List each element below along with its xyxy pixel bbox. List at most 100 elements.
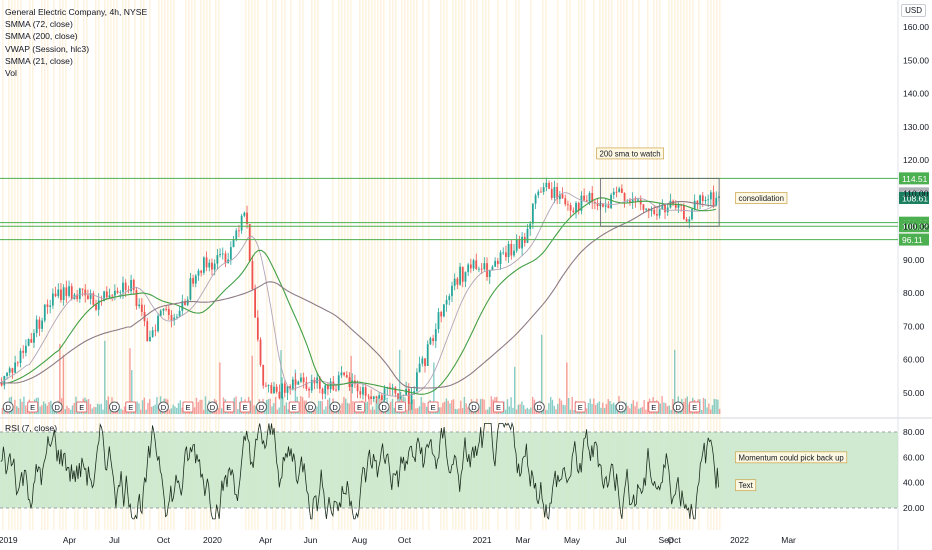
volume-bar xyxy=(571,396,573,414)
earnings-marker: E xyxy=(76,401,88,413)
currency-button[interactable]: USD xyxy=(901,4,926,17)
volume-bar xyxy=(663,402,665,414)
background-stripe xyxy=(47,0,49,530)
legend-smma-21: SMMA (21, close) xyxy=(5,55,73,66)
volume-bar xyxy=(271,406,273,414)
dividend-marker: D xyxy=(108,401,120,413)
candle-body xyxy=(494,260,497,267)
candle-body xyxy=(232,239,235,248)
volume-bar xyxy=(526,407,528,414)
candle-body xyxy=(197,270,200,276)
candle-body xyxy=(108,295,111,298)
candle-body xyxy=(130,279,132,292)
candle-body xyxy=(378,395,381,399)
volume-bar xyxy=(50,400,52,414)
background-stripe xyxy=(605,0,607,530)
candle-body xyxy=(216,255,219,264)
earnings-marker-label: E xyxy=(692,403,697,412)
candle-body xyxy=(25,345,27,353)
volume-bar xyxy=(131,370,133,414)
volume-bar xyxy=(415,408,417,414)
price-tick-label: 160.00 xyxy=(903,22,929,32)
volume-bar xyxy=(711,405,714,414)
volume-bar xyxy=(506,399,509,414)
time-tick-label: Oct xyxy=(157,535,171,545)
candle-body xyxy=(421,358,424,364)
background-stripe xyxy=(413,0,415,530)
candle-body xyxy=(43,304,46,321)
dividend-marker: D xyxy=(533,401,545,413)
legend-vwap: VWAP (Session, hlc3) xyxy=(5,43,90,54)
background-stripe xyxy=(83,0,85,530)
volume-bar xyxy=(145,409,147,414)
volume-bar xyxy=(708,403,710,414)
candle-body xyxy=(41,320,43,329)
rsi-legend: RSI (7, close) xyxy=(5,423,58,433)
last-price-tag xyxy=(899,191,929,204)
volume-bar xyxy=(301,397,304,414)
background-stripe xyxy=(338,0,340,530)
candle-body xyxy=(286,386,289,393)
volume-bar xyxy=(456,409,458,414)
background-stripe xyxy=(710,0,712,530)
volume-bar xyxy=(12,408,14,414)
smma-200-line xyxy=(0,201,716,389)
candle-body xyxy=(0,383,3,386)
background-stripes xyxy=(2,0,721,530)
volume-bar xyxy=(141,400,144,414)
candle-body xyxy=(696,200,699,205)
background-stripe xyxy=(167,0,169,530)
volume-bar xyxy=(665,403,667,414)
level-price-label: 100.12 xyxy=(902,222,928,232)
background-stripe xyxy=(461,0,463,530)
background-stripe xyxy=(44,0,46,530)
volume-bar xyxy=(702,397,705,414)
price-tick-label: 80.00 xyxy=(903,288,925,298)
background-stripe xyxy=(185,0,187,530)
volume-bar xyxy=(546,409,548,414)
candle-body xyxy=(291,379,294,390)
volume-bar xyxy=(458,408,460,414)
volume-bar xyxy=(454,408,457,414)
candle-body xyxy=(33,332,35,343)
candle-body xyxy=(580,195,583,211)
volume-bar xyxy=(68,407,70,414)
volume-bar xyxy=(643,400,645,414)
candle-body xyxy=(380,395,383,400)
background-stripe xyxy=(707,0,709,530)
candle-body xyxy=(273,386,275,394)
note-text-text: Text xyxy=(738,481,753,490)
volume-bar xyxy=(451,400,453,414)
time-tick-label: Mar xyxy=(516,535,531,545)
volume-bar xyxy=(341,403,343,414)
volume-bar xyxy=(346,402,349,414)
candle-body xyxy=(81,288,84,290)
volume-bar xyxy=(345,398,347,414)
candle-body xyxy=(496,260,499,265)
background-stripe xyxy=(680,0,682,530)
candle-body xyxy=(491,266,494,271)
time-tick-label: Jul xyxy=(616,535,627,545)
background-stripe xyxy=(638,0,640,530)
note-momentum-text: Momentum could pick back up xyxy=(738,453,844,462)
volume-bar xyxy=(48,402,50,414)
volume-bar xyxy=(605,404,608,414)
background-stripe xyxy=(677,0,679,530)
earnings-marker-label: E xyxy=(398,403,403,412)
volume-bar xyxy=(521,401,523,414)
candle-body xyxy=(475,260,478,269)
volume-bar xyxy=(553,405,555,414)
volume-bar xyxy=(69,409,72,414)
volume-bar xyxy=(206,409,208,414)
candle-body xyxy=(97,300,100,310)
volume-bar xyxy=(122,409,124,414)
time-tick-label: 2019 xyxy=(0,535,18,545)
candle-body xyxy=(259,339,262,365)
earnings-marker: E xyxy=(689,401,701,413)
dividend-marker-label: D xyxy=(308,403,314,412)
volume-bar xyxy=(328,397,331,414)
candle-body xyxy=(208,262,211,268)
volume-bar xyxy=(273,403,275,414)
candle-body xyxy=(507,243,510,258)
